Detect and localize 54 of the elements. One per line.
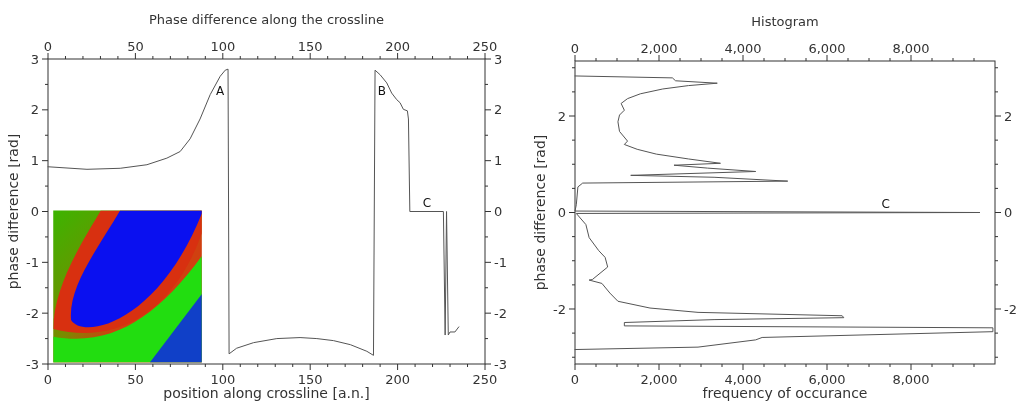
annotation: B [377, 84, 386, 99]
x2-tick-label: 250 [472, 372, 498, 387]
x2-tick-label: 0 [43, 372, 53, 387]
y-axis-title: phase difference [rad] [532, 134, 548, 291]
y-tick-label: 2 [557, 108, 566, 124]
x-tick-label: 50 [127, 39, 144, 54]
x2-tick-label: 6,000 [808, 372, 846, 387]
x-tick-label: 150 [297, 39, 323, 54]
x2-tick-label: 0 [570, 372, 580, 387]
y-tick-label: -1 [26, 254, 39, 270]
y-tick-label: 3 [30, 51, 39, 67]
line-series [47, 68, 460, 356]
y2-tick-label: 0 [494, 204, 503, 220]
x2-tick-label: 200 [385, 372, 411, 387]
x-axis-title: frequency of occurance [702, 385, 868, 401]
annotation: C [881, 197, 890, 212]
x2-tick-label: 50 [127, 372, 144, 387]
y-tick-label: 0 [557, 205, 566, 221]
annotation: C [422, 196, 432, 211]
y2-tick-label: 3 [494, 51, 503, 67]
y2-tick-label: -1 [494, 254, 507, 270]
x-axis-title: position along crossline [a.n.] [163, 385, 370, 401]
chart-title: Phase difference along the crossline [148, 12, 385, 27]
x-tick-label: 250 [472, 39, 498, 54]
x-tick-label: 2,000 [640, 41, 678, 56]
y-tick-label: -3 [26, 356, 39, 372]
y-axis-title: phase difference [rad] [5, 133, 21, 290]
y-tick-label: -2 [26, 305, 39, 321]
x2-tick-label: 4,000 [724, 372, 762, 387]
x-tick-label: 200 [385, 39, 411, 54]
y-tick-label: -2 [553, 301, 566, 317]
annotation: A [216, 84, 226, 99]
y-tick-label: 0 [30, 204, 39, 220]
y-tick-label: 1 [30, 153, 39, 169]
y2-tick-label: -2 [1004, 301, 1017, 317]
chart-title: Histogram [751, 14, 819, 29]
y2-tick-label: -2 [494, 305, 507, 321]
x-tick-label: 6,000 [808, 41, 846, 56]
y2-tick-label: 0 [1004, 205, 1013, 221]
x2-tick-label: 100 [210, 372, 236, 387]
x2-tick-label: 150 [297, 372, 323, 387]
y2-tick-label: -3 [494, 356, 507, 372]
x-tick-label: 0 [43, 39, 53, 54]
y2-tick-label: 2 [1004, 108, 1013, 124]
x-tick-label: 4,000 [724, 41, 762, 56]
x2-tick-label: 2,000 [640, 372, 678, 387]
y2-tick-label: 1 [494, 153, 503, 169]
y2-tick-label: 2 [494, 102, 503, 118]
x-tick-label: 100 [210, 39, 236, 54]
x-tick-label: 8,000 [892, 41, 930, 56]
x-tick-label: 0 [570, 41, 580, 56]
line-series [574, 75, 994, 351]
y-tick-label: 2 [30, 102, 39, 118]
x2-tick-label: 8,000 [892, 372, 930, 387]
